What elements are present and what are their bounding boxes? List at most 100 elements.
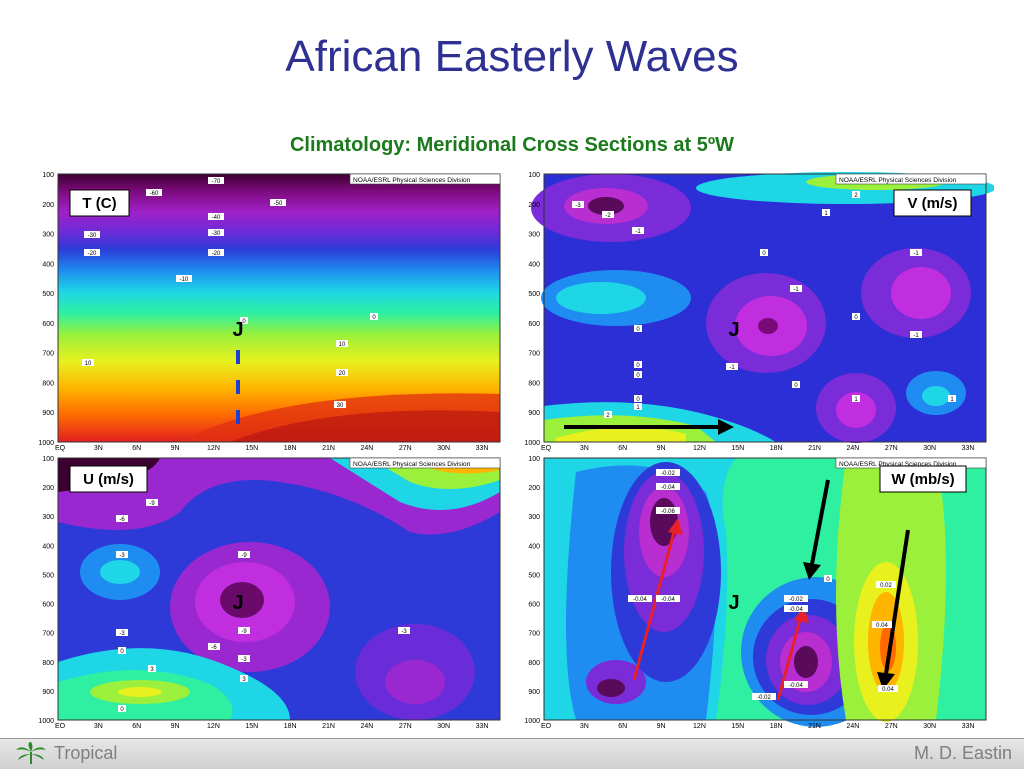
credit-text: NOAA/ESRL Physical Sciences Division <box>839 177 957 184</box>
svg-text:-3: -3 <box>401 629 407 635</box>
svg-text:-3: -3 <box>575 203 581 209</box>
svg-text:0: 0 <box>854 315 858 321</box>
contour-label: -0.02 <box>752 693 776 701</box>
credit-text: NOAA/ESRL Physical Sciences Division <box>839 461 957 468</box>
x-tick-label: EQ <box>55 723 66 728</box>
svg-text:-6: -6 <box>119 517 125 523</box>
x-tick-label: 30N <box>923 723 936 728</box>
x-tick-label: 9N <box>171 445 180 452</box>
x-tick-label: 21N <box>322 723 335 728</box>
jet-marker: J <box>232 319 243 341</box>
contour-label: 0 <box>824 575 832 583</box>
svg-text:1: 1 <box>636 405 640 411</box>
contour-label: 0.04 <box>872 621 892 629</box>
contour-label: 0 <box>760 249 768 257</box>
svg-text:-20: -20 <box>212 251 221 257</box>
x-tick-label: 21N <box>808 723 821 728</box>
svg-text:-1: -1 <box>913 333 919 339</box>
svg-text:-70: -70 <box>212 179 221 185</box>
svg-text:0.02: 0.02 <box>880 583 892 589</box>
x-tick-label: 18N <box>770 723 783 728</box>
y-tick-label: 600 <box>528 602 540 609</box>
svg-text:-1: -1 <box>913 251 919 257</box>
panel-label-box: T (C) <box>69 189 130 217</box>
y-tick-label: 700 <box>528 631 540 638</box>
contour-label: -1 <box>910 249 922 257</box>
x-tick-label: 12N <box>693 723 706 728</box>
contour-label: -40 <box>208 213 224 221</box>
x-tick-label: 24N <box>360 445 373 452</box>
svg-text:0: 0 <box>636 363 640 369</box>
contour-label: -0.02 <box>784 595 808 603</box>
svg-text:-0.04: -0.04 <box>661 485 675 491</box>
x-tick-label: 27N <box>399 723 412 728</box>
x-tick-label: EQ <box>55 445 66 452</box>
contour-label: 0 <box>852 313 860 321</box>
contour-label: -0.04 <box>656 483 680 491</box>
svg-text:1: 1 <box>950 397 954 403</box>
x-tick-label: 6N <box>618 723 627 728</box>
y-tick-label: 1000 <box>524 718 540 725</box>
contour-label: -30 <box>84 231 100 239</box>
contour-label: -1 <box>790 285 802 293</box>
contour-label: 2 <box>604 411 612 419</box>
svg-text:0: 0 <box>372 315 376 321</box>
contour-label: 1 <box>852 395 860 403</box>
contour-label: -3 <box>116 629 128 637</box>
y-tick-label: 400 <box>42 261 54 268</box>
x-tick-label: 18N <box>770 445 783 452</box>
y-tick-label: 700 <box>42 631 54 638</box>
x-tick-label: 12N <box>207 723 220 728</box>
contour-label: 3 <box>240 675 248 683</box>
contour-label: 1 <box>634 403 642 411</box>
x-tick-label: 9N <box>171 723 180 728</box>
x-tick-label: 18N <box>284 723 297 728</box>
y-tick-label: 400 <box>528 543 540 550</box>
x-tick-label: 15N <box>731 723 744 728</box>
contour-label: 10 <box>82 359 94 367</box>
y-tick-label: 1000 <box>38 718 54 725</box>
svg-text:10: 10 <box>339 342 346 348</box>
x-tick-label: 21N <box>322 445 335 452</box>
x-tick-label: 30N <box>923 445 936 452</box>
x-tick-label: 33N <box>476 445 489 452</box>
credit-banner: NOAA/ESRL Physical Sciences Division <box>835 173 987 185</box>
x-tick-label: 24N <box>846 445 859 452</box>
contour-label: 0 <box>370 313 378 321</box>
svg-text:0: 0 <box>826 577 830 583</box>
svg-text:0: 0 <box>120 649 124 655</box>
y-tick-label: 100 <box>528 172 540 179</box>
svg-text:1: 1 <box>824 211 828 217</box>
svg-text:-0.04: -0.04 <box>789 607 803 613</box>
contour-label: -9 <box>238 551 250 559</box>
x-tick-label: 27N <box>399 445 412 452</box>
contour-label: -0.04 <box>784 681 808 689</box>
svg-text:-0.02: -0.02 <box>789 597 803 603</box>
contour-label: 0 <box>634 395 642 403</box>
svg-text:0: 0 <box>120 707 124 713</box>
contour-label: 10 <box>336 340 348 348</box>
y-tick-label: 700 <box>528 351 540 358</box>
y-tick-label: 300 <box>42 232 54 239</box>
contour-label: 0.02 <box>876 581 896 589</box>
footer-left-text: Tropical <box>54 743 118 763</box>
contour-label: -20 <box>84 249 100 257</box>
y-tick-label: 200 <box>42 485 54 492</box>
contour-label: -70 <box>208 177 224 185</box>
contour-label: -1 <box>910 331 922 339</box>
credit-text: NOAA/ESRL Physical Sciences Division <box>353 461 471 468</box>
x-tick-label: 33N <box>962 723 975 728</box>
y-tick-label: 800 <box>528 380 540 387</box>
svg-text:3: 3 <box>242 677 246 683</box>
svg-text:0: 0 <box>242 319 246 325</box>
x-tick-label: 15N <box>245 723 258 728</box>
contour-label: -1 <box>726 363 738 371</box>
svg-text:2: 2 <box>854 193 858 199</box>
svg-text:-60: -60 <box>150 191 159 197</box>
svg-text:-10: -10 <box>180 277 189 283</box>
contour-label: 0 <box>634 361 642 369</box>
contour-label: -60 <box>146 189 162 197</box>
svg-text:-50: -50 <box>274 201 283 207</box>
y-tick-label: 700 <box>42 351 54 358</box>
